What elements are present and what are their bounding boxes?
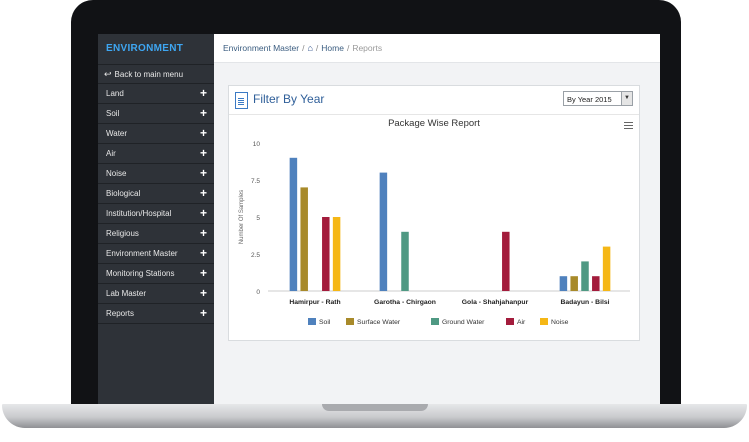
breadcrumb-home-link[interactable]: Home bbox=[321, 43, 344, 53]
chart-title: Package Wise Report bbox=[388, 118, 480, 129]
bar-soil bbox=[289, 157, 298, 291]
plus-icon[interactable]: + bbox=[199, 246, 207, 260]
bar-air bbox=[502, 231, 510, 291]
y-tick-label: 7.5 bbox=[251, 178, 260, 185]
legend-swatch bbox=[540, 318, 548, 325]
y-tick-label: 10 bbox=[253, 141, 261, 148]
x-tick-label: Hamirpur - Rath bbox=[289, 299, 340, 306]
bar-air bbox=[322, 217, 330, 291]
panel-header: Filter By Year By Year 2015 ▼ bbox=[229, 86, 639, 115]
sidebar-item-label: Water bbox=[106, 129, 128, 138]
legend-swatch bbox=[346, 318, 354, 325]
plus-icon[interactable]: + bbox=[199, 226, 207, 240]
legend-item-noise: Noise bbox=[551, 319, 569, 326]
panel-title: Filter By Year bbox=[253, 92, 325, 106]
report-panel: Filter By Year By Year 2015 ▼ Package Wi… bbox=[228, 85, 640, 341]
sidebar-item-label: Institution/Hospital bbox=[106, 209, 172, 218]
sidebar-item-noise[interactable]: Noise + bbox=[98, 164, 214, 184]
sidebar-item-label: Soil bbox=[106, 109, 120, 118]
sidebar-item-label: Biological bbox=[106, 189, 141, 198]
sidebar-item-environment-master[interactable]: Environment Master + bbox=[98, 244, 214, 264]
bar-soil bbox=[559, 276, 568, 291]
bar-noise bbox=[332, 217, 341, 291]
bar-surface-water bbox=[300, 187, 308, 291]
bar-surface-water bbox=[570, 276, 578, 291]
bar-noise bbox=[602, 246, 611, 291]
sidebar-item-label: Noise bbox=[106, 169, 127, 178]
back-to-main-menu-link[interactable]: ↩ Back to main menu bbox=[98, 65, 214, 84]
sidebar-item-air[interactable]: Air + bbox=[98, 144, 214, 164]
y-tick-label: 2.5 bbox=[251, 252, 260, 259]
document-icon bbox=[235, 92, 248, 109]
chart-menu-icon[interactable] bbox=[624, 122, 633, 129]
breadcrumb-bar: Environment Master / ⌂ / Home / Reports bbox=[214, 34, 660, 63]
y-axis-label: Number Of Samples bbox=[239, 190, 245, 244]
legend-item-surface-water: Surface Water bbox=[357, 319, 401, 326]
sidebar-item-label: Environment Master bbox=[106, 249, 178, 258]
legend-swatch bbox=[431, 318, 439, 325]
sidebar-item-label: Religious bbox=[106, 229, 139, 238]
sidebar-item-label: Air bbox=[106, 149, 116, 158]
sidebar-item-label: Reports bbox=[106, 309, 135, 318]
x-tick-label: Garotha - Chirgaon bbox=[374, 299, 436, 306]
plus-icon[interactable]: + bbox=[199, 266, 207, 280]
sidebar-item-monitoring-stations[interactable]: Monitoring Stations + bbox=[98, 264, 214, 284]
plus-icon[interactable]: + bbox=[199, 186, 207, 200]
sidebar-title: ENVIRONMENT bbox=[98, 34, 214, 65]
legend-swatch bbox=[308, 318, 316, 325]
sidebar-item-label: Monitoring Stations bbox=[106, 269, 175, 278]
sidebar-item-biological[interactable]: Biological + bbox=[98, 184, 214, 204]
x-tick-label: Gola - Shahjahanpur bbox=[462, 299, 529, 306]
legend-item-ground-water: Ground Water bbox=[442, 319, 485, 326]
legend-item-air: Air bbox=[517, 319, 526, 326]
bar-air bbox=[592, 276, 600, 291]
sidebar-item-religious[interactable]: Religious + bbox=[98, 224, 214, 244]
plus-icon[interactable]: + bbox=[199, 206, 207, 220]
plus-icon[interactable]: + bbox=[199, 286, 207, 300]
y-tick-label: 0 bbox=[256, 289, 260, 296]
sidebar-item-water[interactable]: Water + bbox=[98, 124, 214, 144]
sidebar-item-label: Land bbox=[106, 89, 124, 98]
sidebar-item-reports[interactable]: Reports + bbox=[98, 304, 214, 324]
plus-icon[interactable]: + bbox=[199, 86, 207, 100]
screen: ENVIRONMENT ↩ Back to main menu Land + Soil… bbox=[98, 34, 660, 404]
sidebar-item-institution-hospital[interactable]: Institution/Hospital + bbox=[98, 204, 214, 224]
bar-ground-water bbox=[401, 231, 409, 291]
y-tick-label: 5 bbox=[256, 215, 260, 222]
plus-icon[interactable]: + bbox=[199, 306, 207, 320]
bar-chart: 0 2.5 5 7.5 10 Number Of Samples Hamirpur - Ra… bbox=[239, 141, 630, 326]
sidebar: ENVIRONMENT ↩ Back to main menu Land + Soil… bbox=[98, 34, 214, 404]
breadcrumb: Environment Master / ⌂ / Home / Reports bbox=[223, 43, 383, 53]
sidebar-item-land[interactable]: Land + bbox=[98, 84, 214, 104]
plus-icon[interactable]: + bbox=[199, 106, 207, 120]
plus-icon[interactable]: + bbox=[199, 126, 207, 140]
sidebar-item-lab-master[interactable]: Lab Master + bbox=[98, 284, 214, 304]
chevron-down-icon: ▼ bbox=[621, 92, 632, 105]
legend-swatch bbox=[506, 318, 514, 325]
legend-item-soil: Soil bbox=[319, 319, 331, 326]
main-content: Environment Master / ⌂ / Home / Reports Filter… bbox=[214, 34, 660, 404]
year-select-value: By Year 2015 bbox=[567, 95, 612, 104]
plus-icon[interactable]: + bbox=[199, 146, 207, 160]
sidebar-item-label: Lab Master bbox=[106, 289, 147, 298]
plus-icon[interactable]: + bbox=[199, 166, 207, 180]
breadcrumb-current: Reports bbox=[352, 43, 383, 53]
breadcrumb-root-link[interactable]: Environment Master bbox=[223, 43, 300, 53]
bar-soil bbox=[379, 172, 388, 291]
x-tick-label: Badayun - Bilsi bbox=[560, 299, 609, 306]
laptop-notch bbox=[322, 404, 428, 411]
year-select[interactable]: By Year 2015 ▼ bbox=[563, 91, 633, 106]
back-label: Back to main menu bbox=[114, 70, 184, 79]
sidebar-item-soil[interactable]: Soil + bbox=[98, 104, 214, 124]
bar-ground-water bbox=[581, 261, 589, 291]
back-arrow-icon: ↩ bbox=[104, 69, 112, 79]
home-icon[interactable]: ⌂ bbox=[307, 43, 313, 53]
